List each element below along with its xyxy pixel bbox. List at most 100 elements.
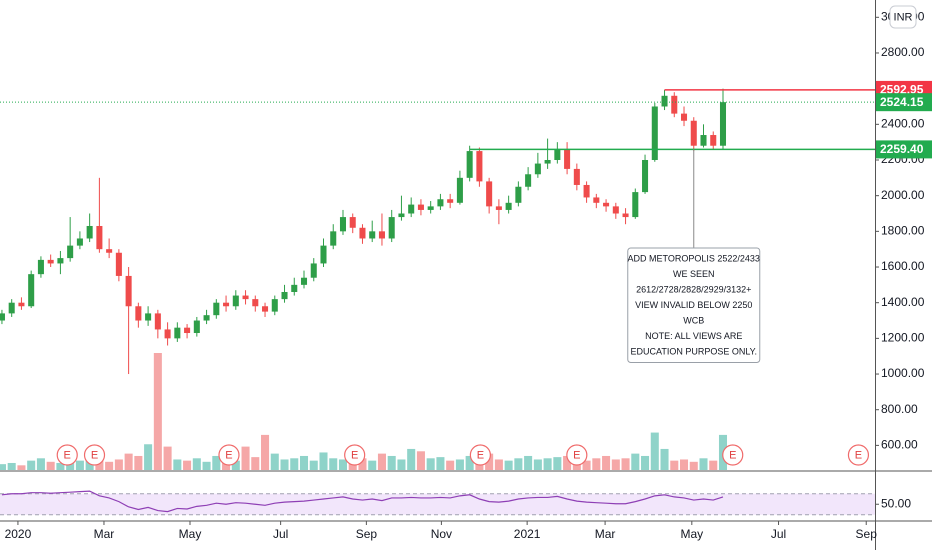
candle-body: [320, 245, 327, 264]
x-tick-label: May: [680, 527, 703, 541]
volume-bar: [231, 460, 240, 470]
candle-body: [359, 227, 366, 239]
volume-bar: [533, 459, 542, 470]
volume-bar: [621, 458, 630, 470]
y-tick-label: 1800.00: [881, 224, 925, 238]
level-label: 2524.15: [880, 95, 924, 109]
volume-bar: [455, 459, 464, 470]
candle-body: [174, 327, 181, 339]
currency-badge[interactable]: INR: [889, 5, 917, 29]
candle-body: [710, 135, 717, 146]
x-tick-label: May: [179, 527, 202, 541]
earnings-label: E: [351, 449, 358, 461]
volume-bar: [416, 451, 425, 470]
candle-body: [135, 306, 142, 321]
volume-bar: [377, 453, 386, 470]
earnings-label: E: [855, 449, 862, 461]
annotation-line: WCB: [683, 315, 704, 325]
candle-body: [193, 320, 200, 334]
earnings-marker: [566, 444, 588, 466]
candle-body: [57, 258, 64, 264]
candle-body: [330, 231, 337, 246]
candle-body: [651, 106, 658, 160]
candle-body: [339, 217, 347, 232]
candle-body: [680, 113, 688, 121]
candle-body: [525, 174, 532, 187]
candle-body: [154, 313, 161, 330]
candle-body: [603, 202, 610, 207]
volume-bar: [387, 455, 396, 470]
volume-bar: [543, 458, 552, 470]
candle-body: [573, 168, 580, 185]
earnings-label: E: [729, 449, 736, 461]
earnings-marker: [56, 444, 78, 466]
volume-bar: [582, 460, 591, 470]
candle-body: [564, 149, 571, 169]
volume-bar: [319, 452, 328, 470]
candle-body: [534, 163, 541, 175]
volume-bar: [329, 458, 338, 470]
earnings-marker: [218, 444, 240, 466]
candle-body: [505, 202, 512, 210]
candle-body: [0, 313, 5, 321]
candle-body: [310, 263, 317, 278]
earnings-label: E: [573, 449, 580, 461]
earnings-label: E: [64, 449, 71, 461]
annotation-box: [627, 247, 761, 363]
candle-body: [690, 120, 697, 146]
candle-body: [486, 181, 493, 207]
volume-bar: [46, 461, 55, 470]
volume-bar: [163, 446, 172, 470]
candle-body: [96, 225, 103, 250]
candle-body: [612, 206, 619, 214]
volume-bar: [699, 458, 708, 470]
candle-body: [300, 277, 308, 285]
x-tick-label: Mar: [94, 527, 115, 541]
candle-body: [213, 302, 220, 316]
rsi-band: [0, 493, 875, 515]
volume-bar: [426, 458, 435, 470]
volume-bar: [650, 432, 659, 470]
candle-body: [632, 192, 639, 218]
volume-bar: [465, 455, 474, 470]
volume-bar: [602, 455, 611, 470]
x-tick-label: Jul: [273, 527, 288, 541]
volume-bar: [75, 460, 84, 470]
candle-body: [661, 95, 668, 107]
volume-bar: [241, 446, 250, 470]
volume-bar: [660, 448, 669, 470]
candle-body: [447, 199, 454, 203]
earnings-marker: [469, 444, 491, 466]
volume-bar: [280, 459, 289, 470]
candle-body: [515, 186, 522, 203]
currency-label[interactable]: INR: [894, 11, 913, 23]
volume-bar: [105, 461, 114, 470]
volume-bar: [309, 460, 318, 470]
candle-body: [145, 313, 152, 321]
candle-body: [427, 206, 434, 210]
candle-body: [28, 274, 35, 307]
volume-bar: [563, 455, 572, 470]
volume-bar: [36, 458, 45, 470]
currency-box[interactable]: [889, 5, 917, 29]
volume-bar: [641, 455, 650, 470]
volume-bar: [436, 457, 445, 470]
y-tick-label: 800.00: [881, 402, 918, 416]
candle-body: [642, 159, 649, 193]
volume-bar: [709, 460, 718, 470]
earnings-marker: [847, 444, 870, 466]
volume-bar: [183, 460, 192, 470]
x-tick-label: 2020: [5, 527, 32, 541]
candle-body: [125, 275, 132, 307]
volume-bar: [192, 458, 201, 470]
annotation-line: WE SEEN: [673, 269, 715, 279]
volume-bar: [689, 461, 698, 470]
candle-body: [76, 238, 83, 246]
volume-bar: [173, 459, 182, 470]
volume-bar: [679, 459, 689, 470]
rsi-tick-label: 50.00: [881, 496, 911, 510]
candle-body: [86, 225, 93, 239]
annotation-line: NOTE: ALL VIEWS ARE: [645, 331, 742, 341]
candle-body: [495, 206, 502, 210]
candle-body: [291, 284, 298, 292]
